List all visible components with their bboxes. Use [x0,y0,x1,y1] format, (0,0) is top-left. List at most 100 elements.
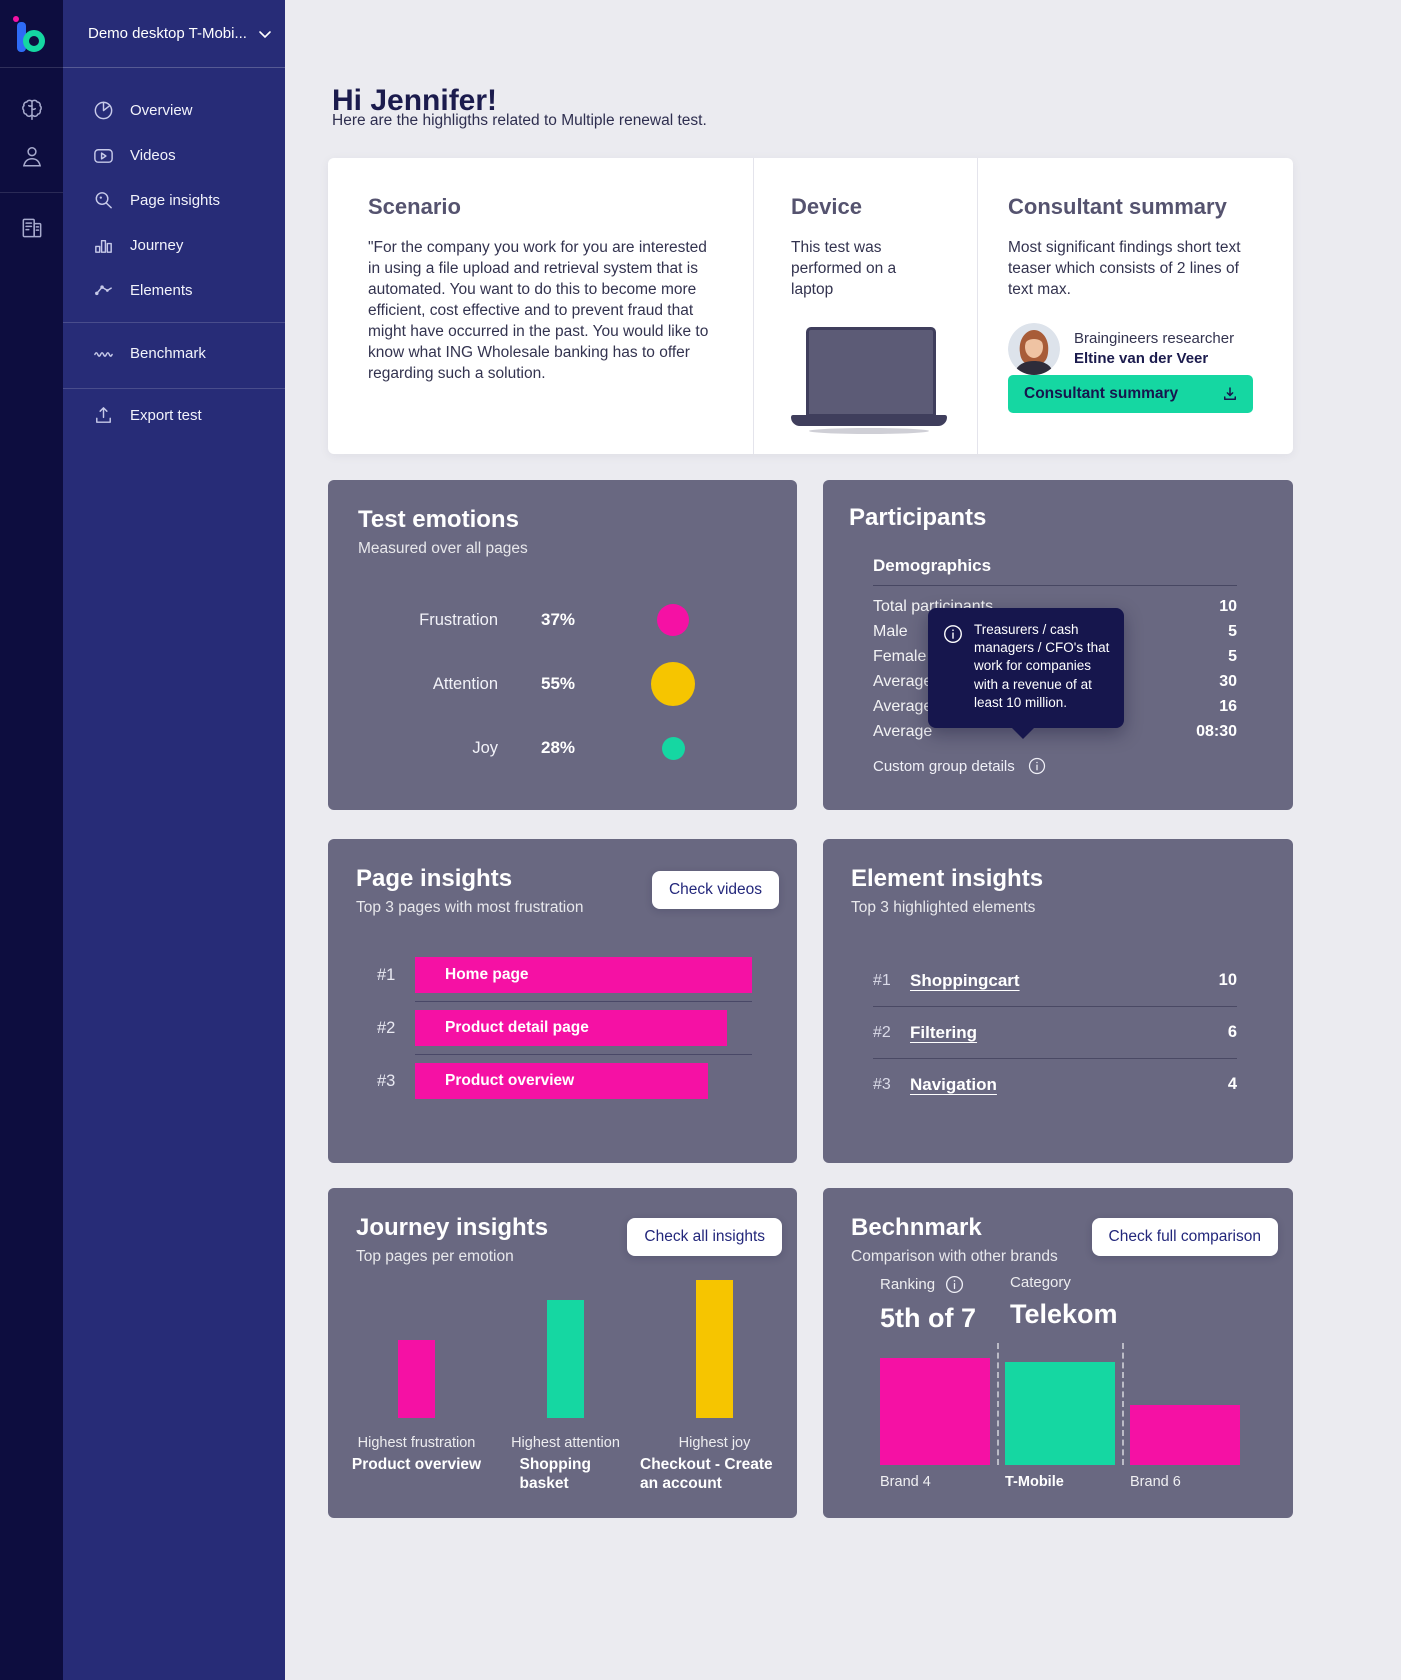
page-insights-title: Page insights [356,865,513,892]
emotion-label: Attention [432,674,498,693]
emotion-value: 28% [540,738,576,757]
emotion-value: 37% [540,610,576,629]
emotion-row-frustration: Frustration 37% [358,588,797,652]
row-divider [873,1058,1237,1059]
frustration-bar [398,1340,435,1418]
element-row-3: #3 Navigation 4 [873,1059,1237,1110]
journey-emotion-label: Highest joy [678,1435,751,1451]
rank-label: #2 [377,1018,396,1037]
check-videos-button[interactable]: Check videos [651,871,779,909]
bar-divider [415,1054,752,1055]
demo-row-male: Male 5 [873,622,1237,640]
scenario-title: Scenario [368,194,461,219]
sidebar-item-label: Benchmark [130,345,206,362]
page-bar-home: Home page [415,957,752,993]
benchmark-subtitle: Comparison with other brands [851,1248,1058,1265]
chevron-down-icon [257,26,273,42]
joy-bar [696,1280,733,1418]
researcher-name: Eltine van der Veer [1074,349,1209,367]
emotion-label: Frustration [419,610,498,629]
journey-emotion-label: Highest frustration [357,1435,476,1451]
nav-divider [63,388,285,389]
journey-bar-chart: Highest frustration Product overview Hig… [342,1278,789,1494]
element-count: 4 [1227,1075,1237,1093]
sidebar-item-videos[interactable]: Videos [63,133,285,178]
ranking-value: 5th of 7 [880,1303,977,1333]
consultant-summary-button[interactable]: Consultant summary [1008,375,1253,413]
joy-dot [661,736,685,760]
ranking-label: Ranking [880,1276,936,1293]
sidebar-item-label: Journey [130,237,184,254]
brand4-bar [880,1358,990,1465]
tmobile-bar [1005,1362,1115,1465]
brand6-label: Brand 6 [1130,1474,1181,1490]
magnifier-icon [91,189,115,213]
page-title: Hi Jennifer! [332,84,498,118]
rank-label: #1 [377,965,396,984]
report-icon[interactable] [0,215,63,241]
attention-dot [651,662,695,706]
nodes-icon [91,279,115,303]
video-icon [91,144,115,168]
sidebar-item-export-test[interactable]: Export test [63,393,285,438]
test-emotions-card: Test emotions Measured over all pages Fr… [328,480,797,810]
bar-divider [415,1001,752,1002]
check-full-comparison-button[interactable]: Check full comparison [1091,1218,1278,1256]
sidebar-item-overview[interactable]: Overview [63,88,285,133]
sidebar-item-benchmark[interactable]: Benchmark [63,331,285,376]
test-selector[interactable]: Demo desktop T-Mobi... [63,0,285,68]
info-icon[interactable] [1027,756,1047,776]
export-icon [91,404,115,428]
sidebar-item-page-insights[interactable]: Page insights [63,178,285,223]
page-bar-row-3: #3 Product overview [356,1063,797,1099]
sidebar-item-label: Overview [130,102,193,119]
brain-icon[interactable] [0,97,63,123]
benchmark-title: Bechnmark [851,1214,982,1241]
journey-page-name: Checkout - Create an account [640,1455,773,1493]
dashed-divider [1122,1343,1124,1465]
emotion-label: Joy [472,738,498,757]
braingineers-logo-icon [12,15,49,52]
dashed-divider [997,1343,999,1465]
download-icon [1221,385,1239,403]
sidebar-item-elements[interactable]: Elements [63,268,285,313]
test-emotions-title: Test emotions [358,506,519,533]
sidebar-item-journey[interactable]: Journey [63,223,285,268]
element-insights-title: Element insights [851,865,1044,892]
element-row-2: #2 Filtering 6 [873,1007,1237,1058]
custom-group-details-label: Custom group details [873,757,1015,775]
journey-col-frustration: Highest frustration Product overview [342,1278,491,1494]
category-label: Category [1010,1274,1071,1291]
test-selector-label: Demo desktop T-Mobi... [88,25,247,42]
scenario-section: Scenario "For the company you work for y… [328,158,753,454]
shoppingcart-link[interactable]: Shoppingcart [910,970,1020,990]
nav-divider [63,322,285,323]
rank-label: #2 [873,1023,891,1041]
category-stat: Category Telekom [1010,1274,1118,1334]
test-emotions-subtitle: Measured over all pages [358,540,528,557]
benchmark-card: Bechnmark Comparison with other brands C… [823,1188,1293,1518]
journey-col-attention: Highest attention Shopping basket [491,1278,640,1494]
rail-divider [0,192,63,193]
sidebar-item-label: Videos [130,147,176,164]
info-icon[interactable] [944,1274,965,1295]
page-bar-product-detail: Product detail page [415,1010,727,1046]
filtering-link[interactable]: Filtering [910,1022,978,1042]
person-icon[interactable] [0,143,63,169]
category-value: Telekom [1010,1299,1118,1329]
emotion-row-attention: Attention 55% [358,652,797,716]
consultant-section: Consultant summary Most significant find… [977,158,1293,454]
sidebar-item-label: Elements [130,282,193,299]
participants-title: Participants [849,504,987,531]
bar-chart-icon [91,234,115,258]
consultant-summary-button-label: Consultant summary [1024,385,1179,402]
rank-label: #1 [873,971,891,989]
check-all-insights-button[interactable]: Check all insights [627,1218,782,1256]
page-bar-row-2: #2 Product detail page [356,1010,797,1046]
app-logo[interactable] [0,0,63,68]
navigation-link[interactable]: Navigation [910,1074,997,1094]
custom-group-tooltip: Treasurers / cash managers / CFO's that … [928,608,1124,740]
scenario-text: "For the company you work for you are in… [368,239,709,382]
demo-row-female: Female 5 [873,647,1237,665]
page-subtitle: Here are the highligths related to Multi… [332,112,707,129]
